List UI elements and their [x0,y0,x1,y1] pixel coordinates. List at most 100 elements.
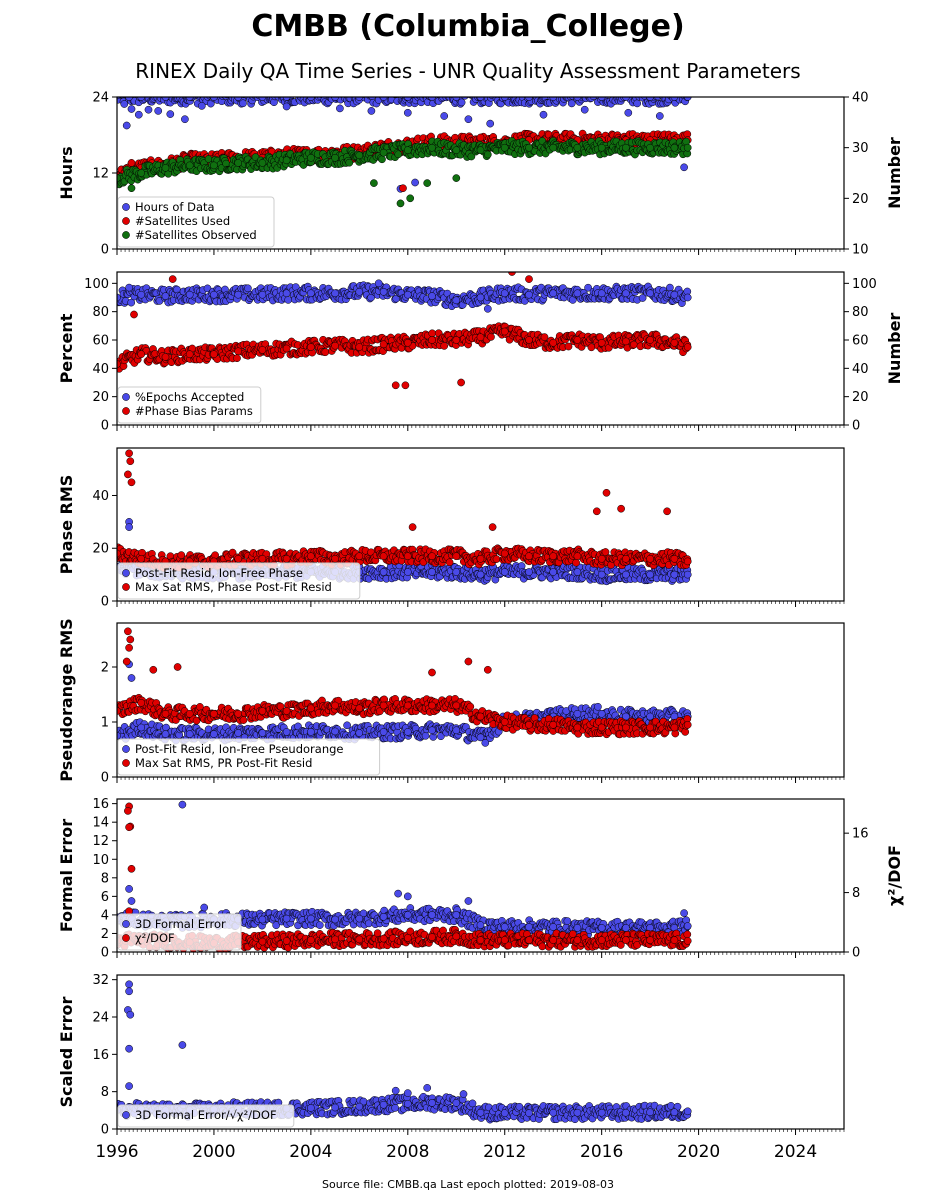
data-point [258,729,267,737]
data-point [597,289,606,298]
data-point [500,289,509,298]
data-point [357,87,364,94]
data-point [144,105,153,114]
data-point [482,87,489,94]
y2-tick-label: 40 [852,362,869,377]
data-point [525,568,533,576]
y-tick-label: 100 [84,277,109,292]
data-point [399,97,402,98]
data-point [437,88,444,95]
data-point [525,275,533,283]
data-point [197,102,206,110]
data-point [461,97,469,100]
series-3-2 [117,449,692,572]
data-point [545,88,552,95]
data-point [403,108,412,117]
data-point [202,87,209,94]
legend: %Epochs Accepted#Phase Bias Params [117,386,262,424]
y2-axis-label: Number [885,313,904,385]
data-point [517,89,524,96]
data-point [245,89,252,96]
data-point [641,97,646,98]
data-point [125,449,133,458]
data-point [646,289,654,298]
data-point [657,89,664,96]
data-point [428,726,436,735]
data-point [325,97,328,98]
data-point [589,97,598,101]
y2-tick-label: 0 [852,419,860,434]
data-point [373,97,378,98]
data-point [127,478,136,487]
data-point [617,504,625,513]
data-point [309,87,316,94]
data-point [466,702,475,711]
data-point [321,348,330,357]
data-point [210,290,218,299]
data-point [210,730,218,738]
data-point [363,88,370,95]
data-point [423,179,432,187]
legend-entry: %Epochs Accepted [135,390,244,404]
data-point [462,87,469,94]
data-point [483,150,492,159]
data-point [282,554,291,563]
data-point [379,340,388,349]
data-point [445,558,454,567]
data-point [683,557,692,566]
data-point [226,88,233,95]
data-point [121,88,128,95]
y-tick-label: 80 [92,305,109,320]
data-point [210,350,218,359]
data-point [549,338,558,347]
data-point [342,88,349,95]
data-point [428,292,436,300]
data-point [494,97,497,98]
data-point [573,568,582,576]
data-point [137,723,146,732]
data-point [221,88,228,95]
data-point [299,88,306,95]
panel-2-marks [117,272,692,390]
data-point [282,156,291,165]
data-point [629,97,634,98]
y-tick-label: 0 [101,419,109,434]
data-point [138,97,144,98]
data-point [188,89,195,96]
data-point [452,336,461,344]
data-point [168,275,177,283]
data-point [573,709,582,718]
data-point [584,283,592,292]
data-point [520,88,527,95]
data-point [191,89,198,96]
y2-tick-label: 30 [852,141,869,156]
data-point [683,570,692,579]
data-point [601,89,608,96]
y-axis-label: Percent [57,313,76,383]
panel-1-marks [117,87,692,208]
data-point [158,88,165,95]
data-point [354,88,361,95]
data-point [339,88,346,95]
data-point [125,523,133,531]
data-point [126,457,135,466]
figure-title: CMBB (Columbia_College) [251,9,684,44]
data-point [258,554,267,563]
data-point [185,290,194,299]
legend-entry: #Phase Bias Params [135,404,253,418]
data-point [241,89,248,96]
data-point [671,88,678,95]
y-tick-label: 12 [92,167,109,182]
data-point [355,343,364,351]
y2-tick-label: 20 [852,390,869,405]
data-point [441,87,448,94]
data-point [675,97,678,98]
data-point [622,337,630,346]
data-point [154,107,163,115]
data-point [125,97,130,98]
data-point [233,354,241,363]
data-point [530,89,537,96]
data-point [431,87,438,94]
data-point [312,97,317,98]
